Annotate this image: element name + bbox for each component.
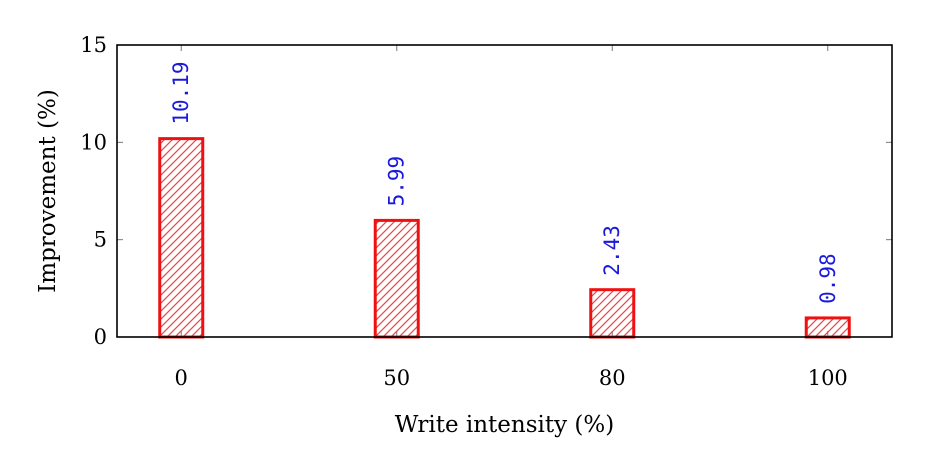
y-tick-label: 15 bbox=[80, 33, 107, 57]
y-tick-label: 10 bbox=[80, 130, 107, 154]
data-label-0: 10.19 bbox=[169, 61, 193, 124]
data-label-80: 2.43 bbox=[600, 225, 624, 276]
y-tick-label: 0 bbox=[94, 325, 107, 349]
bar-50 bbox=[373, 218, 420, 339]
plot-frame bbox=[116, 44, 893, 338]
data-label-100: 0.98 bbox=[816, 253, 840, 304]
x-axis-label: Write intensity (%) bbox=[395, 412, 614, 438]
data-label-50: 5.99 bbox=[385, 156, 409, 207]
x-tick-label: 100 bbox=[808, 366, 848, 390]
y-axis-label: Improvement (%) bbox=[35, 89, 61, 293]
x-tick-label: 50 bbox=[383, 366, 410, 390]
bar-0 bbox=[158, 137, 205, 339]
x-tick-label: 0 bbox=[175, 366, 188, 390]
bars-group bbox=[158, 137, 851, 339]
data-labels-group: 10.19 5.99 2.43 0.98 bbox=[169, 61, 840, 304]
x-ticks-group: 0 50 80 100 bbox=[175, 45, 848, 390]
y-tick-label: 5 bbox=[94, 228, 107, 252]
bar-80 bbox=[589, 288, 636, 339]
x-tick-label: 80 bbox=[599, 366, 626, 390]
